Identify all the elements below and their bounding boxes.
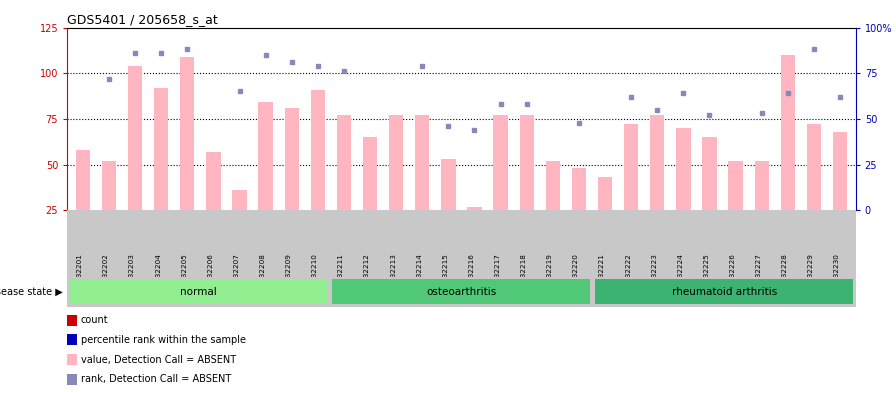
Text: rank, Detection Call = ABSENT: rank, Detection Call = ABSENT [81, 374, 231, 384]
Text: percentile rank within the sample: percentile rank within the sample [81, 335, 246, 345]
Bar [650, 115, 665, 210]
Text: count: count [81, 315, 108, 325]
Bar [833, 132, 848, 210]
Bar [572, 168, 586, 210]
Bar [332, 279, 590, 304]
Text: disease state ▶: disease state ▶ [0, 287, 63, 297]
Bar [702, 137, 717, 210]
Bar [415, 115, 429, 210]
Bar [363, 137, 377, 210]
Bar [598, 177, 612, 210]
Bar [806, 124, 821, 210]
Bar [128, 66, 142, 210]
Bar [285, 108, 299, 210]
Bar [67, 374, 77, 385]
Bar [468, 207, 482, 210]
Bar [102, 161, 116, 210]
Text: GDS5401 / 205658_s_at: GDS5401 / 205658_s_at [67, 13, 218, 26]
Bar [70, 279, 328, 304]
Bar [180, 57, 194, 210]
Bar [67, 315, 77, 326]
Text: value, Detection Call = ABSENT: value, Detection Call = ABSENT [81, 354, 237, 365]
Bar [206, 152, 220, 210]
Bar [311, 90, 325, 210]
Bar [258, 103, 272, 210]
Bar [154, 88, 168, 210]
Bar [520, 115, 534, 210]
Bar [754, 161, 769, 210]
Bar [389, 115, 403, 210]
Bar [67, 334, 77, 345]
Text: rheumatoid arthritis: rheumatoid arthritis [672, 287, 777, 297]
Bar [494, 115, 508, 210]
Bar [624, 124, 638, 210]
Bar [595, 279, 853, 304]
Bar [780, 55, 795, 210]
Bar [728, 161, 743, 210]
Bar [337, 115, 351, 210]
Text: normal: normal [180, 287, 217, 297]
Text: osteoarthritis: osteoarthritis [426, 287, 496, 297]
Bar [676, 128, 691, 210]
Bar [441, 159, 455, 210]
Bar [67, 354, 77, 365]
Bar [75, 150, 90, 210]
Bar [546, 161, 560, 210]
Bar [232, 190, 246, 210]
